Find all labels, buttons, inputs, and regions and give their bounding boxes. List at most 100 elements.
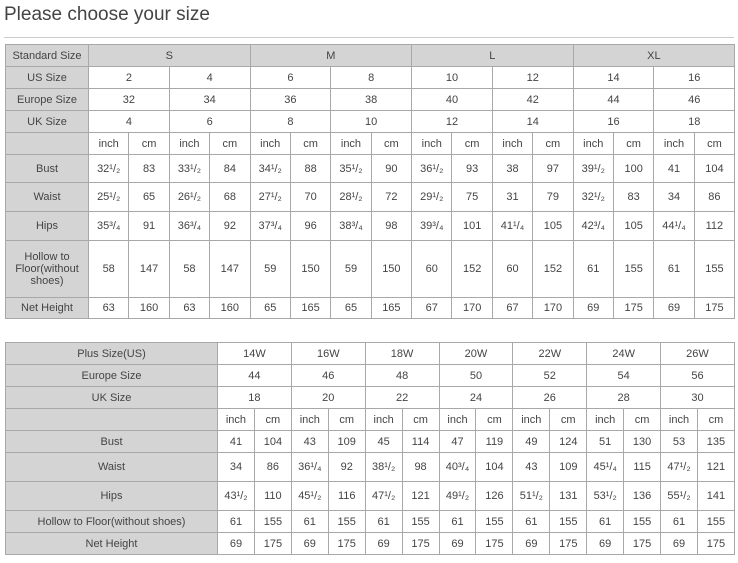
size-cell: 26W [660,342,735,365]
unit-header: cm [401,408,440,431]
measure-cell: 39³/₄ [411,211,453,241]
unit-header: cm [475,408,514,431]
measure-cell: 155 [401,510,440,533]
measure-cell: 69 [364,532,403,555]
measure-cell: 61 [290,510,329,533]
measure-cell: 175 [623,532,662,555]
unit-header: cm [209,132,251,155]
unit-header: cm [451,132,493,155]
row-label: US Size [5,66,89,89]
row-label: Net Height [5,532,218,555]
measure-cell: 131 [549,481,588,511]
measure-cell: 170 [451,297,493,319]
measure-cell: 31 [491,182,534,212]
measure-cell: 175 [327,532,366,555]
measure-cell: 47 [438,430,477,453]
measure-cell: 175 [549,532,588,555]
size-cell: 34 [168,88,251,111]
measure-cell: 69 [438,532,477,555]
size-cell: 54 [586,364,662,387]
measure-cell: 65 [330,297,372,319]
unit-header: cm [370,132,413,155]
size-group-header: L [411,44,574,67]
size-cell: 46 [653,88,736,111]
measure-cell: 91 [128,211,170,241]
measure-cell: 61 [572,240,614,298]
measure-cell: 121 [696,452,735,482]
measure-cell: 119 [475,430,514,453]
measure-cell: 69 [660,532,698,555]
unit-header: inch [290,408,329,431]
measure-cell: 49¹/₂ [438,481,477,511]
measure-cell: 135 [696,430,735,453]
size-cell: 6 [249,66,332,89]
measure-cell: 155 [693,240,736,298]
unit-header: inch [217,408,255,431]
measure-cell: 160 [128,297,170,319]
empty-label-cell [5,132,89,155]
measure-cell: 68 [209,182,251,212]
measure-cell: 155 [253,510,292,533]
measure-cell: 36¹/₂ [411,154,453,183]
unit-header: inch [168,132,211,155]
row-label: Hollow to Floor(without shoes) [5,510,218,533]
measure-cell: 147 [128,240,170,298]
size-cell: 8 [330,66,413,89]
row-label: Waist [5,452,218,482]
unit-header: inch [330,132,372,155]
size-cell: 48 [364,364,440,387]
measure-cell: 109 [549,452,588,482]
measure-cell: 49 [512,430,551,453]
unit-header: cm [696,408,735,431]
measure-cell: 90 [370,154,413,183]
measure-cell: 147 [209,240,251,298]
size-cell: 20 [290,386,366,409]
size-cell: 24 [438,386,514,409]
measure-cell: 61 [217,510,255,533]
title-divider [4,37,734,38]
measure-cell: 170 [532,297,574,319]
size-cell: 14W [217,342,292,365]
measure-cell: 42³/₄ [572,211,614,241]
row-label: Bust [5,154,89,183]
measure-cell: 104 [693,154,736,183]
measure-cell: 33¹/₂ [168,154,211,183]
measure-cell: 58 [168,240,211,298]
measure-cell: 86 [253,452,292,482]
measure-cell: 43 [512,452,551,482]
measure-cell: 61 [512,510,551,533]
measure-cell: 53 [660,430,698,453]
row-label: Bust [5,430,218,453]
size-cell: 38 [330,88,413,111]
measure-cell: 83 [128,154,170,183]
size-cell: 20W [438,342,514,365]
size-cell: 28 [586,386,662,409]
measure-cell: 92 [209,211,251,241]
size-cell: 18 [217,386,292,409]
measure-cell: 40³/₄ [438,452,477,482]
measure-cell: 43 [290,430,329,453]
size-cell: 16 [572,110,655,133]
measure-cell: 44¹/₄ [653,211,695,241]
measure-cell: 116 [327,481,366,511]
measure-cell: 152 [532,240,574,298]
measure-cell: 155 [623,510,662,533]
unit-header: inch [660,408,698,431]
measure-cell: 45 [364,430,403,453]
measure-cell: 34¹/₂ [249,154,291,183]
measure-cell: 105 [532,211,574,241]
size-cell: 12 [411,110,493,133]
measure-cell: 115 [623,452,662,482]
measure-cell: 175 [693,297,736,319]
row-label: Waist [5,182,89,212]
size-group-header: XL [572,44,736,67]
measure-cell: 175 [696,532,735,555]
measure-cell: 41 [653,154,695,183]
row-label: Hips [5,481,218,511]
measure-cell: 45¹/₂ [290,481,329,511]
measure-cell: 104 [475,452,514,482]
measure-cell: 34 [217,452,255,482]
empty-label-cell [5,408,218,431]
size-cell: 2 [88,66,170,89]
measure-cell: 69 [217,532,255,555]
